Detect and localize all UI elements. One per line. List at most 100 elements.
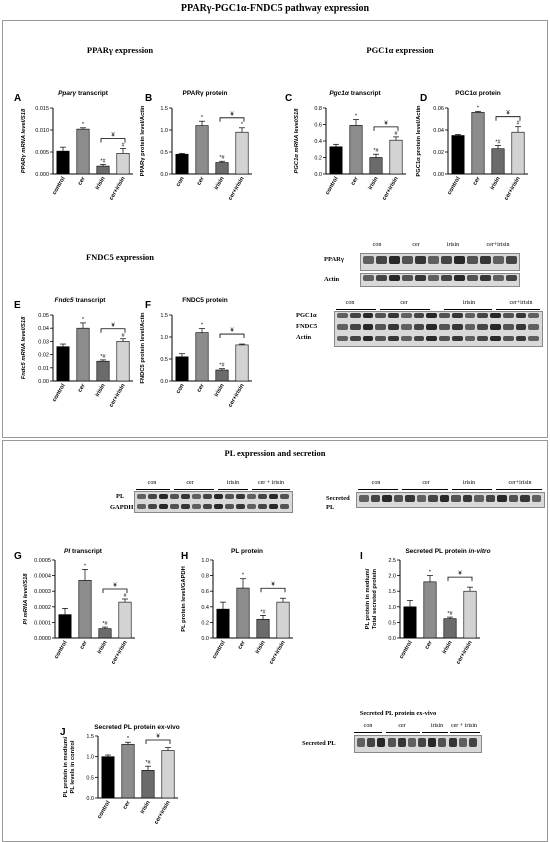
blot-band [137, 494, 146, 499]
bar [423, 581, 437, 639]
bar [235, 131, 249, 175]
bar [389, 139, 403, 175]
x-tick-label: cer [196, 175, 206, 186]
blot-band [426, 313, 437, 318]
blot-band [415, 275, 426, 281]
significance-label: *# [373, 148, 379, 154]
bar [118, 601, 132, 639]
bar [56, 346, 70, 382]
blot-band [388, 313, 399, 318]
y-tick-label: 0.0 [86, 796, 94, 802]
y-tick-label: 1.5 [86, 734, 94, 740]
blot-band [462, 495, 472, 502]
bar [215, 162, 229, 175]
significance-label: *# [145, 760, 151, 766]
blot-header: cer [398, 723, 406, 729]
panel-letter: A [14, 93, 21, 104]
x-tick-label: cer+irisin [228, 176, 246, 202]
y-tick-label: 0.5 [86, 775, 94, 781]
blot-band [441, 256, 452, 264]
blot-header: irisin [226, 480, 240, 486]
blot-header: irisin [430, 723, 444, 729]
blot-band [464, 336, 476, 341]
blot-band [236, 494, 245, 499]
blot-band [214, 504, 223, 509]
blot-header: con [372, 242, 382, 248]
blot-header: cer+irisin [508, 480, 532, 486]
y-tick-label: 0.5 [388, 620, 396, 626]
blot-band [407, 738, 416, 747]
blot-header: cer+irisin [509, 300, 533, 306]
blot-header: cer + irisin [257, 480, 285, 486]
blot-row-label: PGC1α [296, 312, 317, 319]
blot-band [439, 336, 450, 341]
y-tick-label: 0.0000 [34, 636, 51, 642]
section-pl: PL expression and secretion [224, 448, 326, 458]
blot-band [416, 495, 426, 502]
y-tick-label: 0.01 [38, 366, 49, 372]
x-tick-label: irisin [140, 800, 152, 815]
blot-band [362, 336, 374, 341]
bar [329, 146, 343, 175]
blot-pl-gapdh: con cer irisin cer + irisin PL GAPDH [110, 480, 293, 516]
blot-band [397, 738, 406, 747]
blot-band [490, 336, 501, 341]
bracket [102, 588, 128, 593]
blot-band [508, 495, 518, 502]
panel-letter: D [420, 93, 427, 104]
significance-label: * [127, 736, 130, 742]
y-tick-label: 0.5 [160, 150, 168, 156]
y-tick-label: 1.0 [86, 755, 94, 761]
blot-band [375, 324, 386, 330]
y-tick-label: 0.000 [35, 172, 49, 178]
blot-band [515, 324, 527, 330]
significance-label: * [477, 105, 480, 111]
y-tick-label: 2.5 [388, 558, 396, 564]
blot-band [441, 275, 452, 281]
chart-G: G Pl transcript 0.0000 0.0001 0.0002 0.0003 0.… [14, 548, 135, 665]
y-tick-label: 0.0 [314, 172, 322, 178]
bracket-label: ¥ [506, 111, 510, 117]
y-axis-label: PL protein level/GAPDH [181, 566, 187, 632]
blot-band [376, 256, 387, 264]
x-tick-label: cer [79, 639, 89, 650]
y-axis-label: Fndc5 mRNA level/S18 [21, 316, 27, 379]
bar [235, 344, 249, 382]
bar [443, 618, 457, 639]
y-tick-label: 0.8 [314, 106, 322, 112]
y-tick-label: 0.0 [160, 379, 168, 385]
blot-band [477, 336, 488, 341]
significance-label: * [82, 122, 85, 128]
x-tick-label: control [52, 176, 67, 196]
y-tick-label: 0.03 [38, 339, 49, 345]
blot-title: Secreted PL protein ex-vivo [359, 710, 437, 717]
y-tick-label: 0.6 [201, 589, 209, 595]
panel-letter: C [285, 93, 292, 104]
x-tick-label: irisin [214, 176, 226, 191]
blot-band [375, 336, 386, 341]
bar [175, 356, 189, 382]
y-tick-label: 0.02 [38, 353, 49, 359]
significance-label: * [242, 573, 245, 579]
y-tick-label: 1.0 [201, 558, 209, 564]
blot-band [225, 504, 234, 509]
chart-title: FNDC5 protein [182, 297, 228, 304]
bracket-label: ¥ [230, 112, 234, 118]
blot-band [497, 495, 507, 502]
significance-label: *# [219, 363, 225, 369]
y-tick-label: 0.05 [38, 313, 49, 319]
blot-band [388, 324, 399, 330]
bar [369, 157, 383, 175]
bar [141, 770, 155, 799]
x-tick-label: cer [237, 639, 247, 650]
blot-header: cer [412, 242, 420, 248]
blot-band [389, 256, 400, 264]
bracket-label: ¥ [111, 323, 115, 329]
chart-title: Fndc5 transcript [55, 297, 107, 304]
blot-band [515, 313, 527, 318]
blot-row-label: GAPDH [110, 504, 134, 511]
bar [161, 750, 175, 799]
x-tick-label: irisin [368, 176, 380, 191]
bar [216, 608, 230, 639]
y-tick-label: 0.0 [160, 172, 168, 178]
